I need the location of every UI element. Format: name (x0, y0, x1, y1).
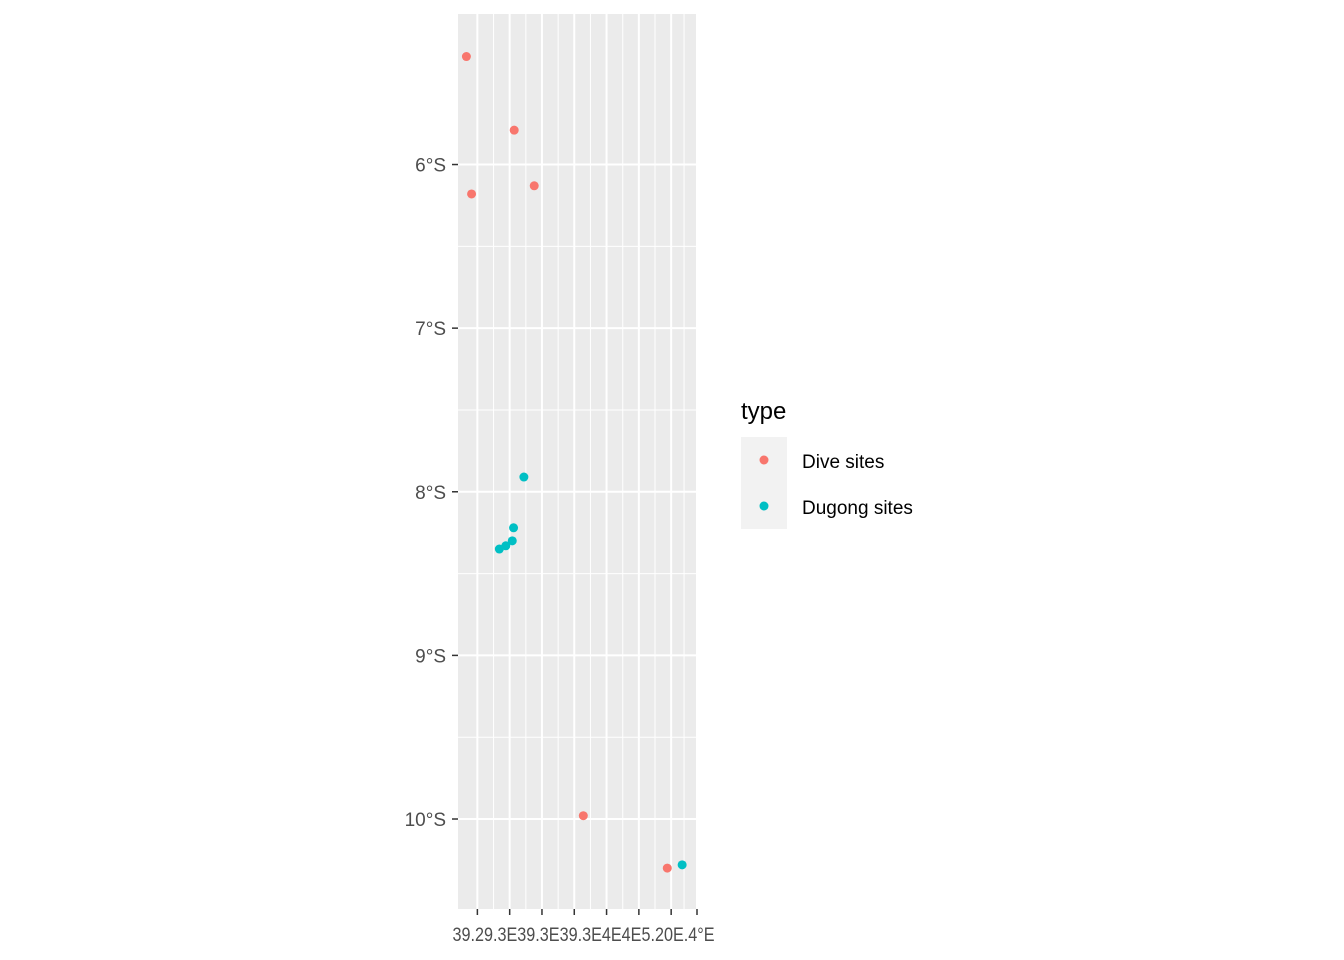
legend-label-dive-sites: Dive sites (802, 452, 884, 473)
y-tick-label: 8°S (415, 483, 446, 504)
legend: type Dive sites Dugong sites (741, 398, 913, 529)
plot-panel (458, 14, 697, 909)
point-dugong-sites (509, 523, 519, 533)
legend-title: type (741, 398, 786, 425)
point-dive-sites (509, 125, 519, 135)
point-dive-sites (578, 811, 588, 821)
x-axis: 39.29.3E39.3E39.3E4E4E5.20E.4°E (453, 909, 715, 946)
point-dive-sites (662, 863, 672, 873)
y-tick-label: 9°S (415, 646, 446, 667)
point-dive-sites (529, 181, 539, 191)
point-dugong-sites (677, 860, 687, 870)
major-gridlines (458, 14, 698, 909)
minor-gridlines (458, 14, 697, 909)
y-tick-label: 10°S (405, 810, 446, 831)
point-dive-sites (467, 189, 477, 199)
y-tick-label: 6°S (415, 156, 446, 177)
y-axis: 6°S 7°S 8°S 9°S 10°S (405, 156, 458, 831)
point-dugong-sites (519, 472, 529, 482)
data-points (461, 52, 687, 873)
legend-label-dugong-sites: Dugong sites (802, 498, 913, 519)
legend-key-dive-sites (759, 455, 769, 465)
point-dugong-sites (494, 544, 504, 554)
legend-keys-background (741, 437, 787, 529)
x-tick-labels: 39.29.3E39.3E39.3E4E4E5.20E.4°E (453, 925, 715, 946)
point-dive-sites (461, 52, 471, 62)
legend-key-dugong-sites (759, 501, 769, 511)
point-dugong-sites (507, 536, 517, 546)
y-tick-label: 7°S (415, 319, 446, 340)
